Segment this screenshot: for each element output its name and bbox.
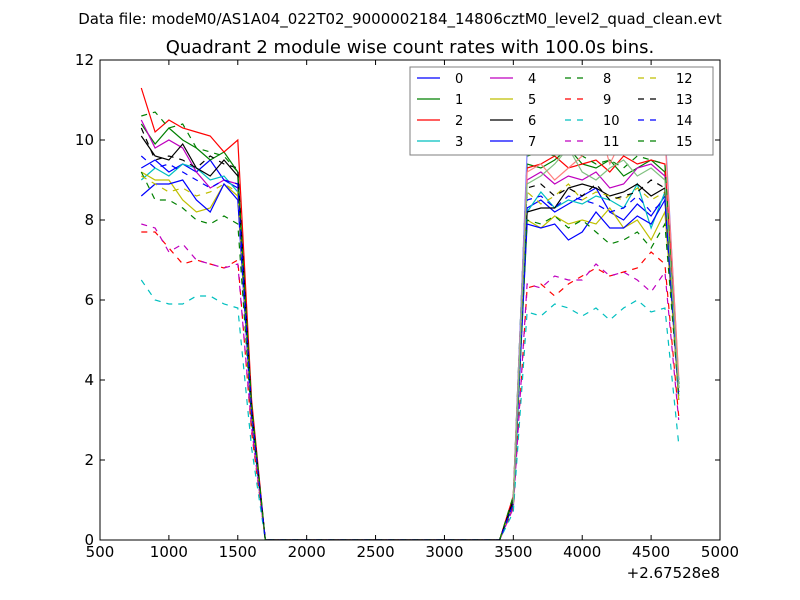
y-tick-label: 10 [75,131,94,149]
legend-label-15: 15 [676,135,693,150]
legend-label-5: 5 [528,93,536,108]
x-offset-label: +2.67528e8 [627,564,720,582]
y-tick-label: 8 [84,211,94,229]
series-line-12 [140,175,680,540]
y-tick-label: 12 [75,51,94,69]
legend-label-12: 12 [676,72,693,87]
series-lines [140,87,680,540]
series-line-9 [141,231,680,540]
legend-label-3: 3 [455,135,463,150]
chart-suptitle: Data file: modeM0/AS1A04_022T02_90000021… [78,10,722,29]
y-tick-label: 2 [84,451,94,469]
legend-label-4: 4 [528,72,536,87]
series-line-2 [140,87,680,540]
series-line-3 [140,163,680,540]
series-line-8 [140,171,680,540]
x-tick-label: 3000 [425,543,463,561]
legend-label-13: 13 [676,93,693,108]
legend-label-9: 9 [603,93,611,108]
legend-label-2: 2 [455,114,463,129]
legend-frame [409,66,714,156]
legend-label-14: 14 [676,114,693,129]
legend-label-10: 10 [603,114,620,129]
plot-frame [99,59,721,541]
legend-label-6: 6 [528,114,536,129]
x-tick-label: 1500 [219,543,257,561]
legend-label-0: 0 [455,72,463,87]
y-tick-label: 4 [84,371,94,389]
x-tick-label: 500 [86,543,115,561]
series-line-1 [140,123,680,540]
series-line-5 [140,171,680,540]
x-tick-label: 2500 [356,543,394,561]
series-line-extra-18 [512,146,680,505]
chart-title: Quadrant 2 module wise count rates with … [166,37,655,58]
series-line-0 [140,159,680,540]
series-line-4 [140,119,680,540]
series-line-11 [141,223,680,540]
legend-label-7: 7 [528,135,536,150]
x-tick-label: 1000 [150,543,188,561]
series-line-13 [140,127,680,540]
series-line-extra-16 [512,93,680,501]
series-line-10 [140,279,680,540]
x-tick-label: 4500 [632,543,670,561]
x-tick-label: 3500 [494,543,532,561]
legend-label-1: 1 [455,93,463,108]
series-line-7 [140,179,680,540]
series-line-14 [140,155,680,540]
tick-labels: 500 1000 1500 2000 2500 3000 3500 4000 4500 5000 0… [75,51,739,561]
legend-label-8: 8 [603,72,611,87]
x-tick-label: 4000 [563,543,601,561]
series-line-6 [140,135,680,540]
x-tick-label: 5000 [701,543,739,561]
x-tick-label: 2000 [288,543,326,561]
y-tick-label: 6 [84,291,94,309]
y-tick-label: 0 [84,531,94,549]
legend-label-11: 11 [603,135,620,150]
